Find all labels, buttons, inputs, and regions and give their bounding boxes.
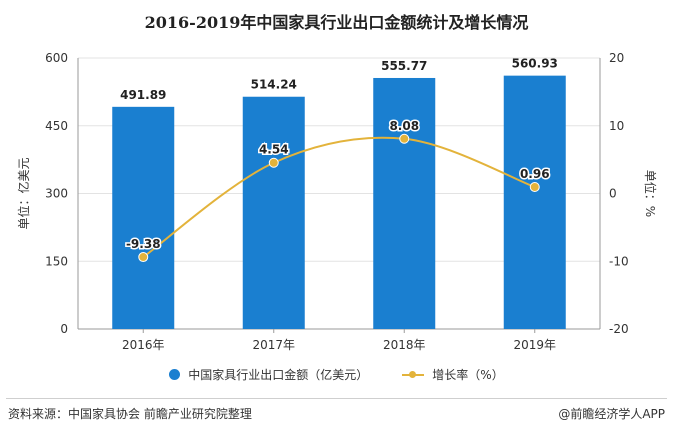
growth-rate-point bbox=[138, 252, 149, 263]
footer-source: 资料来源：中国家具协会 前瞻产业研究院整理 bbox=[8, 407, 252, 421]
bar bbox=[373, 77, 436, 329]
legend: 中国家具行业出口金额（亿美元） 增长率（%） bbox=[0, 366, 673, 383]
y-left-tick-label: 600 bbox=[45, 51, 68, 65]
bar bbox=[503, 75, 566, 330]
y-right-tick-label: 10 bbox=[609, 119, 624, 133]
y-right-axis-title: 单位：% bbox=[643, 170, 658, 217]
bar-value-label: 514.24 bbox=[251, 78, 297, 92]
y-left-tick-label: 150 bbox=[45, 254, 68, 268]
x-tick-label: 2019年 bbox=[513, 338, 556, 352]
bar bbox=[112, 106, 175, 329]
growth-rate-point bbox=[268, 157, 279, 168]
y-right-tick-label: 0 bbox=[609, 187, 617, 201]
bar-value-label: 555.77 bbox=[381, 59, 427, 73]
y-left-tick-label: 0 bbox=[60, 322, 68, 336]
y-left-tick-label: 450 bbox=[45, 119, 68, 133]
bar-value-label: 560.93 bbox=[512, 57, 558, 71]
growth-rate-label: 4.54 bbox=[259, 143, 289, 157]
footer-brand: @前瞻经济学人APP bbox=[558, 407, 665, 421]
growth-rate-label: 8.08 bbox=[389, 119, 419, 133]
growth-rate-label: -9.38 bbox=[126, 237, 161, 251]
legend-item-bars: 中国家具行业出口金额（亿美元） bbox=[169, 366, 368, 383]
y-right-tick-label: 20 bbox=[609, 51, 624, 65]
legend-item-line: 增长率（%） bbox=[402, 366, 504, 383]
x-tick-label: 2017年 bbox=[252, 338, 295, 352]
y-right-tick-label: -20 bbox=[609, 322, 629, 336]
legend-line-label: 增长率（%） bbox=[432, 368, 504, 382]
legend-bar-swatch bbox=[169, 369, 181, 380]
growth-rate-line bbox=[142, 136, 536, 258]
legend-line-swatch bbox=[402, 369, 425, 380]
growth-rate-point bbox=[399, 133, 410, 144]
chart-title: 2016-2019年中国家具行业出口金额统计及增长情况 bbox=[144, 13, 529, 32]
bar bbox=[242, 96, 305, 330]
y-left-axis-title: 单位：亿美元 bbox=[16, 157, 31, 229]
growth-rate-label: 0.96 bbox=[520, 167, 550, 181]
bar-value-label: 491.89 bbox=[120, 88, 166, 102]
y-right-tick-label: -10 bbox=[609, 254, 629, 268]
growth-rate-point bbox=[529, 181, 540, 192]
y-left-tick-label: 300 bbox=[45, 187, 68, 201]
legend-bar-label: 中国家具行业出口金额（亿美元） bbox=[188, 368, 369, 382]
footer-divider bbox=[6, 398, 667, 399]
x-tick-label: 2018年 bbox=[383, 338, 426, 352]
x-tick-label: 2016年 bbox=[122, 338, 165, 352]
